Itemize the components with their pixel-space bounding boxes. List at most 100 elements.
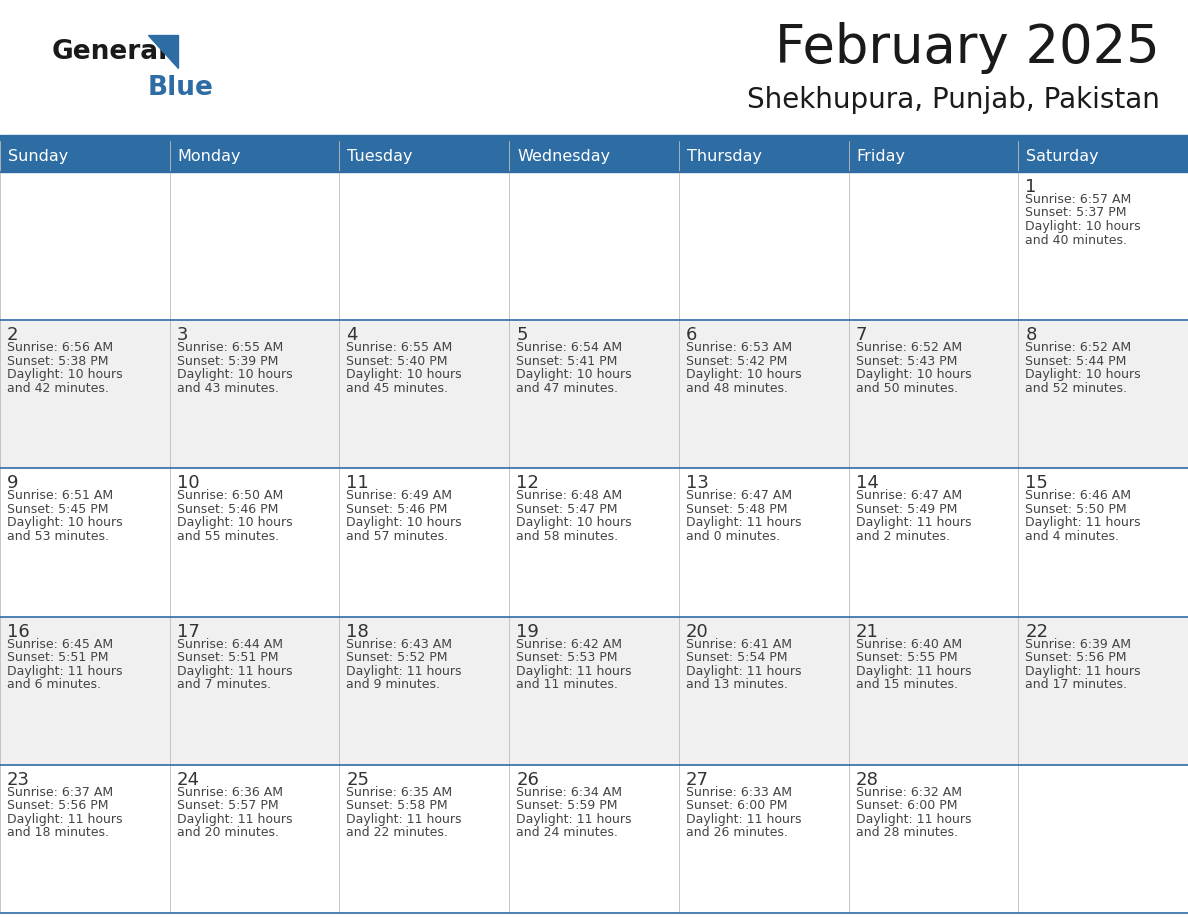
Text: Daylight: 11 hours: Daylight: 11 hours — [855, 812, 971, 826]
Text: Sunrise: 6:50 AM: Sunrise: 6:50 AM — [177, 489, 283, 502]
Text: Daylight: 11 hours: Daylight: 11 hours — [7, 665, 122, 677]
Text: 25: 25 — [347, 771, 369, 789]
Text: 27: 27 — [685, 771, 709, 789]
Text: 22: 22 — [1025, 622, 1048, 641]
Text: Sunrise: 6:53 AM: Sunrise: 6:53 AM — [685, 341, 792, 354]
Text: Daylight: 11 hours: Daylight: 11 hours — [7, 812, 122, 826]
Text: Daylight: 11 hours: Daylight: 11 hours — [177, 812, 292, 826]
Text: Sunrise: 6:48 AM: Sunrise: 6:48 AM — [516, 489, 623, 502]
Text: Sunset: 5:44 PM: Sunset: 5:44 PM — [1025, 354, 1126, 368]
Text: Sunset: 5:51 PM: Sunset: 5:51 PM — [177, 651, 278, 664]
Text: and 11 minutes.: and 11 minutes. — [516, 678, 618, 691]
Text: Saturday: Saturday — [1026, 149, 1099, 163]
Text: Daylight: 10 hours: Daylight: 10 hours — [855, 368, 972, 381]
Text: 21: 21 — [855, 622, 878, 641]
Text: Sunset: 5:56 PM: Sunset: 5:56 PM — [7, 800, 108, 812]
Text: Sunrise: 6:39 AM: Sunrise: 6:39 AM — [1025, 638, 1131, 651]
Bar — [0, 135, 1188, 140]
Text: Sunrise: 6:43 AM: Sunrise: 6:43 AM — [347, 638, 453, 651]
Text: 5: 5 — [516, 326, 527, 344]
Text: Sunrise: 6:41 AM: Sunrise: 6:41 AM — [685, 638, 792, 651]
Text: 7: 7 — [855, 326, 867, 344]
Text: 26: 26 — [516, 771, 539, 789]
Text: Sunrise: 6:34 AM: Sunrise: 6:34 AM — [516, 786, 623, 799]
Text: Sunrise: 6:37 AM: Sunrise: 6:37 AM — [7, 786, 113, 799]
Text: 24: 24 — [177, 771, 200, 789]
Text: Sunrise: 6:45 AM: Sunrise: 6:45 AM — [7, 638, 113, 651]
Text: Thursday: Thursday — [687, 149, 762, 163]
Text: 28: 28 — [855, 771, 878, 789]
Text: Sunset: 6:00 PM: Sunset: 6:00 PM — [855, 800, 958, 812]
Text: Daylight: 10 hours: Daylight: 10 hours — [1025, 368, 1140, 381]
Text: Sunset: 5:58 PM: Sunset: 5:58 PM — [347, 800, 448, 812]
Text: Daylight: 10 hours: Daylight: 10 hours — [516, 368, 632, 381]
Text: Daylight: 11 hours: Daylight: 11 hours — [347, 665, 462, 677]
Text: Sunrise: 6:42 AM: Sunrise: 6:42 AM — [516, 638, 623, 651]
Text: Daylight: 11 hours: Daylight: 11 hours — [347, 812, 462, 826]
Text: Daylight: 11 hours: Daylight: 11 hours — [855, 665, 971, 677]
Text: 8: 8 — [1025, 326, 1037, 344]
Text: and 55 minutes.: and 55 minutes. — [177, 530, 279, 543]
Text: Daylight: 10 hours: Daylight: 10 hours — [177, 517, 292, 530]
Text: Sunrise: 6:49 AM: Sunrise: 6:49 AM — [347, 489, 453, 502]
Text: Sunrise: 6:52 AM: Sunrise: 6:52 AM — [855, 341, 962, 354]
Text: Sunset: 5:37 PM: Sunset: 5:37 PM — [1025, 207, 1126, 219]
Bar — [0, 617, 1188, 765]
Text: Sunset: 5:59 PM: Sunset: 5:59 PM — [516, 800, 618, 812]
Text: Sunrise: 6:47 AM: Sunrise: 6:47 AM — [685, 489, 792, 502]
Text: 13: 13 — [685, 475, 709, 492]
Text: and 18 minutes.: and 18 minutes. — [7, 826, 109, 839]
Text: and 13 minutes.: and 13 minutes. — [685, 678, 788, 691]
Text: Sunset: 5:40 PM: Sunset: 5:40 PM — [347, 354, 448, 368]
Text: Shekhupura, Punjab, Pakistan: Shekhupura, Punjab, Pakistan — [747, 86, 1159, 114]
Text: Sunset: 5:38 PM: Sunset: 5:38 PM — [7, 354, 108, 368]
Text: 4: 4 — [347, 326, 358, 344]
Text: Sunset: 5:53 PM: Sunset: 5:53 PM — [516, 651, 618, 664]
Text: and 40 minutes.: and 40 minutes. — [1025, 233, 1127, 247]
Text: Sunset: 6:00 PM: Sunset: 6:00 PM — [685, 800, 788, 812]
Text: Sunset: 5:46 PM: Sunset: 5:46 PM — [177, 503, 278, 516]
Text: 20: 20 — [685, 622, 708, 641]
Text: 18: 18 — [347, 622, 369, 641]
Text: Sunrise: 6:56 AM: Sunrise: 6:56 AM — [7, 341, 113, 354]
Text: Daylight: 11 hours: Daylight: 11 hours — [177, 665, 292, 677]
Text: and 7 minutes.: and 7 minutes. — [177, 678, 271, 691]
Text: Sunset: 5:47 PM: Sunset: 5:47 PM — [516, 503, 618, 516]
Text: Daylight: 11 hours: Daylight: 11 hours — [685, 812, 802, 826]
Text: Sunset: 5:54 PM: Sunset: 5:54 PM — [685, 651, 788, 664]
Text: 23: 23 — [7, 771, 30, 789]
Text: and 20 minutes.: and 20 minutes. — [177, 826, 279, 839]
Text: Sunrise: 6:57 AM: Sunrise: 6:57 AM — [1025, 193, 1131, 206]
Text: Sunset: 5:52 PM: Sunset: 5:52 PM — [347, 651, 448, 664]
Text: Daylight: 10 hours: Daylight: 10 hours — [7, 368, 122, 381]
Text: and 58 minutes.: and 58 minutes. — [516, 530, 618, 543]
Text: Sunrise: 6:51 AM: Sunrise: 6:51 AM — [7, 489, 113, 502]
Text: and 26 minutes.: and 26 minutes. — [685, 826, 788, 839]
Text: Daylight: 10 hours: Daylight: 10 hours — [685, 368, 802, 381]
Text: and 0 minutes.: and 0 minutes. — [685, 530, 781, 543]
Text: and 9 minutes.: and 9 minutes. — [347, 678, 441, 691]
Text: 1: 1 — [1025, 178, 1037, 196]
Text: Sunrise: 6:54 AM: Sunrise: 6:54 AM — [516, 341, 623, 354]
Polygon shape — [148, 35, 178, 68]
Text: and 24 minutes.: and 24 minutes. — [516, 826, 618, 839]
Text: Daylight: 10 hours: Daylight: 10 hours — [177, 368, 292, 381]
Text: Sunset: 5:42 PM: Sunset: 5:42 PM — [685, 354, 788, 368]
Text: Sunday: Sunday — [8, 149, 68, 163]
Text: and 2 minutes.: and 2 minutes. — [855, 530, 949, 543]
Text: and 45 minutes.: and 45 minutes. — [347, 382, 448, 395]
Text: 16: 16 — [7, 622, 30, 641]
Text: 17: 17 — [177, 622, 200, 641]
Text: Daylight: 10 hours: Daylight: 10 hours — [7, 517, 122, 530]
Text: Monday: Monday — [178, 149, 241, 163]
Text: 9: 9 — [7, 475, 19, 492]
Text: Sunset: 5:56 PM: Sunset: 5:56 PM — [1025, 651, 1126, 664]
Text: 15: 15 — [1025, 475, 1048, 492]
Bar — [0, 140, 1188, 172]
Text: and 47 minutes.: and 47 minutes. — [516, 382, 618, 395]
Text: Sunrise: 6:36 AM: Sunrise: 6:36 AM — [177, 786, 283, 799]
Bar — [0, 320, 1188, 468]
Text: Sunset: 5:55 PM: Sunset: 5:55 PM — [855, 651, 958, 664]
Text: and 15 minutes.: and 15 minutes. — [855, 678, 958, 691]
Bar — [0, 765, 1188, 913]
